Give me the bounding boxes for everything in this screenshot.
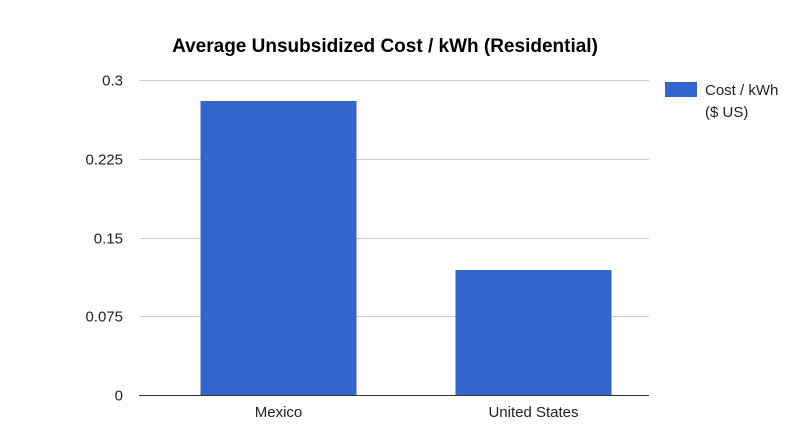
- y-tick-label: 0.3: [102, 73, 123, 90]
- legend-label-line-2: ($ US): [705, 104, 748, 121]
- bar-mexico[interactable]: [200, 101, 357, 395]
- legend-label-line-1: Cost / kWh: [705, 82, 778, 99]
- y-tick-label: 0.225: [85, 152, 123, 169]
- y-tick-label: 0: [115, 388, 123, 405]
- x-tick-label: Mexico: [255, 404, 303, 421]
- x-tick-label: United States: [488, 404, 578, 421]
- y-axis-tick-labels: 0 0.075 0.15 0.225 0.3: [85, 73, 123, 405]
- bar-united-states[interactable]: [455, 270, 612, 395]
- bars: [200, 101, 612, 395]
- x-axis-tick-labels: Mexico United States: [255, 404, 579, 421]
- y-tick-label: 0.15: [94, 231, 123, 248]
- chart-title: Average Unsubsidized Cost / kWh (Residen…: [172, 36, 598, 57]
- legend[interactable]: Cost / kWh ($ US): [665, 82, 778, 121]
- legend-swatch: [665, 82, 697, 97]
- y-tick-label: 0.075: [85, 309, 123, 326]
